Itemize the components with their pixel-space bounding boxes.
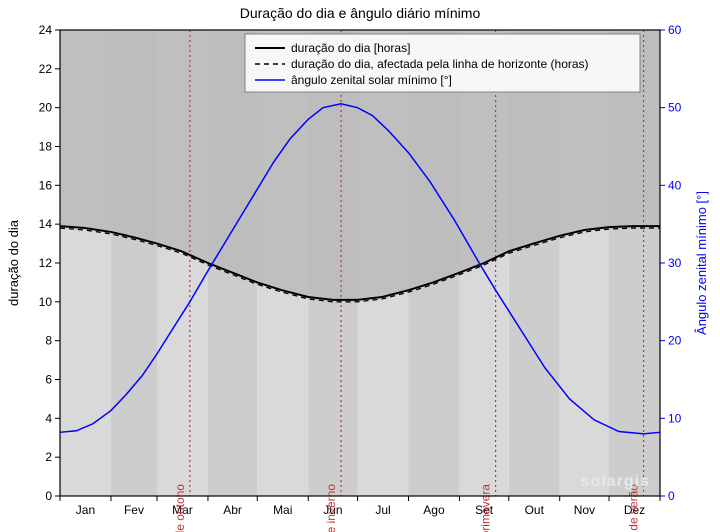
legend-label: duração do dia [horas] [291,41,410,55]
y2-tick-label: 20 [668,334,682,348]
y2-tick-label: 60 [668,23,682,37]
y1-tick-label: 0 [45,489,52,503]
y1-tick-label: 14 [39,217,53,231]
y1-tick-label: 10 [39,295,53,309]
y1-tick-label: 4 [45,411,52,425]
x-month-label: Jul [375,503,390,517]
x-month-label: Out [525,503,545,517]
chart-container: 0246810121416182022240102030405060JanFev… [0,0,720,532]
y2-tick-label: 10 [668,411,682,425]
x-month-label: Abr [223,503,242,517]
x-month-label: Jan [76,503,95,517]
y1-tick-label: 8 [45,334,52,348]
y1-tick-label: 16 [39,178,53,192]
y2-tick-label: 30 [668,256,682,270]
y1-tick-label: 2 [45,450,52,464]
y1-tick-label: 18 [39,140,53,154]
y2-axis-label: Ângulo zenital mínimo [°] [694,191,709,335]
event-label: Solsticio de verão [627,484,641,532]
chart-svg: 0246810121416182022240102030405060JanFev… [0,0,720,532]
x-month-label: Fev [124,503,144,517]
chart-title: Duração do dia e ângulo diário mínimo [240,5,481,21]
event-label: Solsticio de inverno [324,484,338,532]
watermark: solargis [581,473,650,490]
y1-tick-label: 12 [39,256,53,270]
x-month-label: Mai [273,503,292,517]
y1-tick-label: 24 [39,23,53,37]
y2-tick-label: 0 [668,489,675,503]
event-label: Equinoccio de outono [173,484,187,532]
y1-tick-label: 6 [45,373,52,387]
y1-axis-label: duração do dia [6,219,21,306]
x-month-label: Nov [574,503,595,517]
y2-tick-label: 50 [668,101,682,115]
legend-label: ângulo zenital solar mínimo [°] [291,73,452,87]
event-label: Equinócio de primavera [479,484,493,532]
y2-tick-label: 40 [668,178,682,192]
y1-tick-label: 22 [39,62,53,76]
y1-tick-label: 20 [39,101,53,115]
legend-label: duração do dia, afectada pela linha de h… [291,57,589,71]
x-month-label: Ago [423,503,445,517]
